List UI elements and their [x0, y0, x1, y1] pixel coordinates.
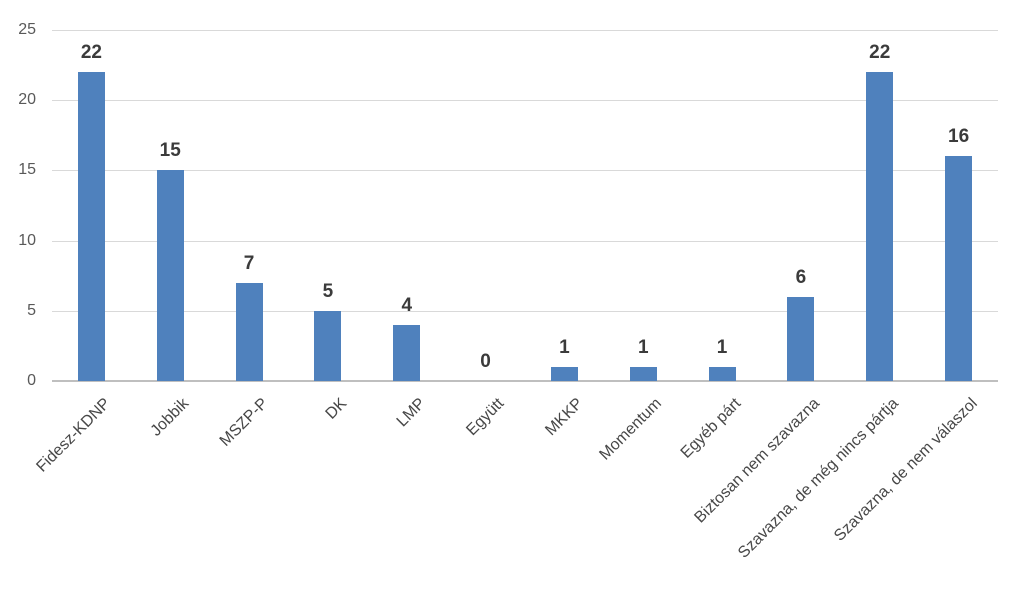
x-category-label: Szavazna, de nem válaszol	[830, 395, 981, 545]
gridline	[52, 310, 998, 312]
gridline	[52, 240, 998, 242]
bar	[314, 310, 342, 381]
bar	[708, 366, 736, 381]
bar	[77, 72, 105, 381]
gridline	[52, 100, 998, 102]
bar	[393, 324, 421, 381]
bar	[550, 366, 578, 381]
bar	[629, 366, 657, 381]
y-tick-label: 10	[18, 231, 36, 249]
bar-value-label: 16	[948, 126, 970, 148]
bar-value-label: 0	[480, 351, 491, 372]
bar	[235, 282, 263, 381]
x-category-label: Momentum	[596, 395, 666, 464]
x-category-label: Jobbik	[147, 395, 193, 440]
x-axis-line	[52, 380, 998, 382]
bar-value-label: 7	[243, 252, 255, 274]
bar-value-label: 1	[559, 336, 570, 358]
x-category-label: MSZP-P	[216, 395, 272, 450]
gridline	[52, 30, 998, 31]
bar	[787, 296, 815, 381]
bar-value-label: 1	[637, 336, 649, 358]
bar-value-label: 6	[795, 266, 807, 288]
bar-value-label: 15	[159, 140, 181, 162]
x-category-label: DK	[322, 395, 350, 423]
y-tick-label: 5	[27, 301, 36, 319]
bar	[866, 72, 894, 381]
y-tick-label: 0	[27, 372, 36, 389]
bar	[156, 170, 184, 381]
gridline	[52, 170, 998, 172]
y-tick-label: 20	[18, 91, 36, 109]
bar-value-label: 22	[80, 42, 102, 64]
bar	[945, 156, 973, 381]
x-category-label: Fidesz-KDNP	[32, 395, 114, 476]
x-category-label: Egyéb párt	[677, 395, 745, 462]
bar-value-label: 4	[401, 294, 413, 316]
x-category-label: Szavazna, de még nincs pártja	[735, 395, 902, 562]
bar-value-label: 22	[869, 42, 891, 64]
bar-value-label: 5	[322, 280, 334, 302]
x-category-label: Együtt	[463, 395, 508, 440]
x-category-label: MKKP	[542, 395, 587, 440]
bar-value-label: 1	[716, 336, 728, 358]
y-tick-label: 25	[18, 21, 36, 38]
x-category-label: LMP	[393, 395, 429, 431]
y-tick-label: 15	[18, 161, 36, 179]
